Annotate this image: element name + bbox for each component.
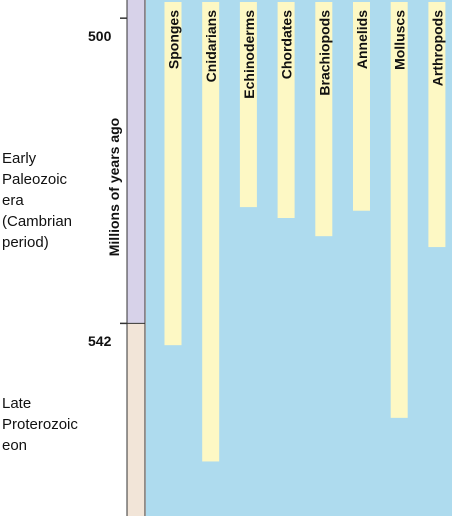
era-label-late-proterozoic: Late Proterozoic eon	[2, 395, 78, 454]
lineage-label-echinoderms: Echinoderms	[241, 10, 257, 99]
tick-label-500: 500	[88, 28, 112, 44]
lineage-label-chordates: Chordates	[279, 10, 295, 79]
lineage-label-cnidarians: Cnidarians	[203, 10, 219, 83]
era-label-early-paleozoic: Early Paleozoic era (Cambrian period)	[2, 150, 73, 251]
era-strip-proterozoic	[127, 323, 145, 516]
lineage-bar-cnidarians	[202, 2, 220, 462]
lineage-bar-annelids	[353, 2, 370, 211]
tick-label-542: 542	[88, 333, 112, 349]
lineage-label-sponges: Sponges	[166, 10, 182, 69]
lineage-bar-echinoderms	[239, 2, 257, 208]
lineage-label-brachiopods: Brachiopods	[316, 10, 332, 96]
lineage-label-annelids: Annelids	[354, 10, 370, 69]
lineage-bar-sponges	[164, 2, 182, 346]
lineage-label-molluscs: Molluscs	[392, 10, 408, 70]
lineage-bar-arthropods	[428, 2, 446, 248]
lineage-bar-brachiopods	[315, 2, 333, 237]
lineage-label-arthropods: Arthropods	[429, 10, 445, 86]
era-strip-paleozoic	[127, 0, 145, 324]
lineage-bar-chordates	[277, 2, 295, 219]
lineage-bar-molluscs	[390, 2, 408, 418]
